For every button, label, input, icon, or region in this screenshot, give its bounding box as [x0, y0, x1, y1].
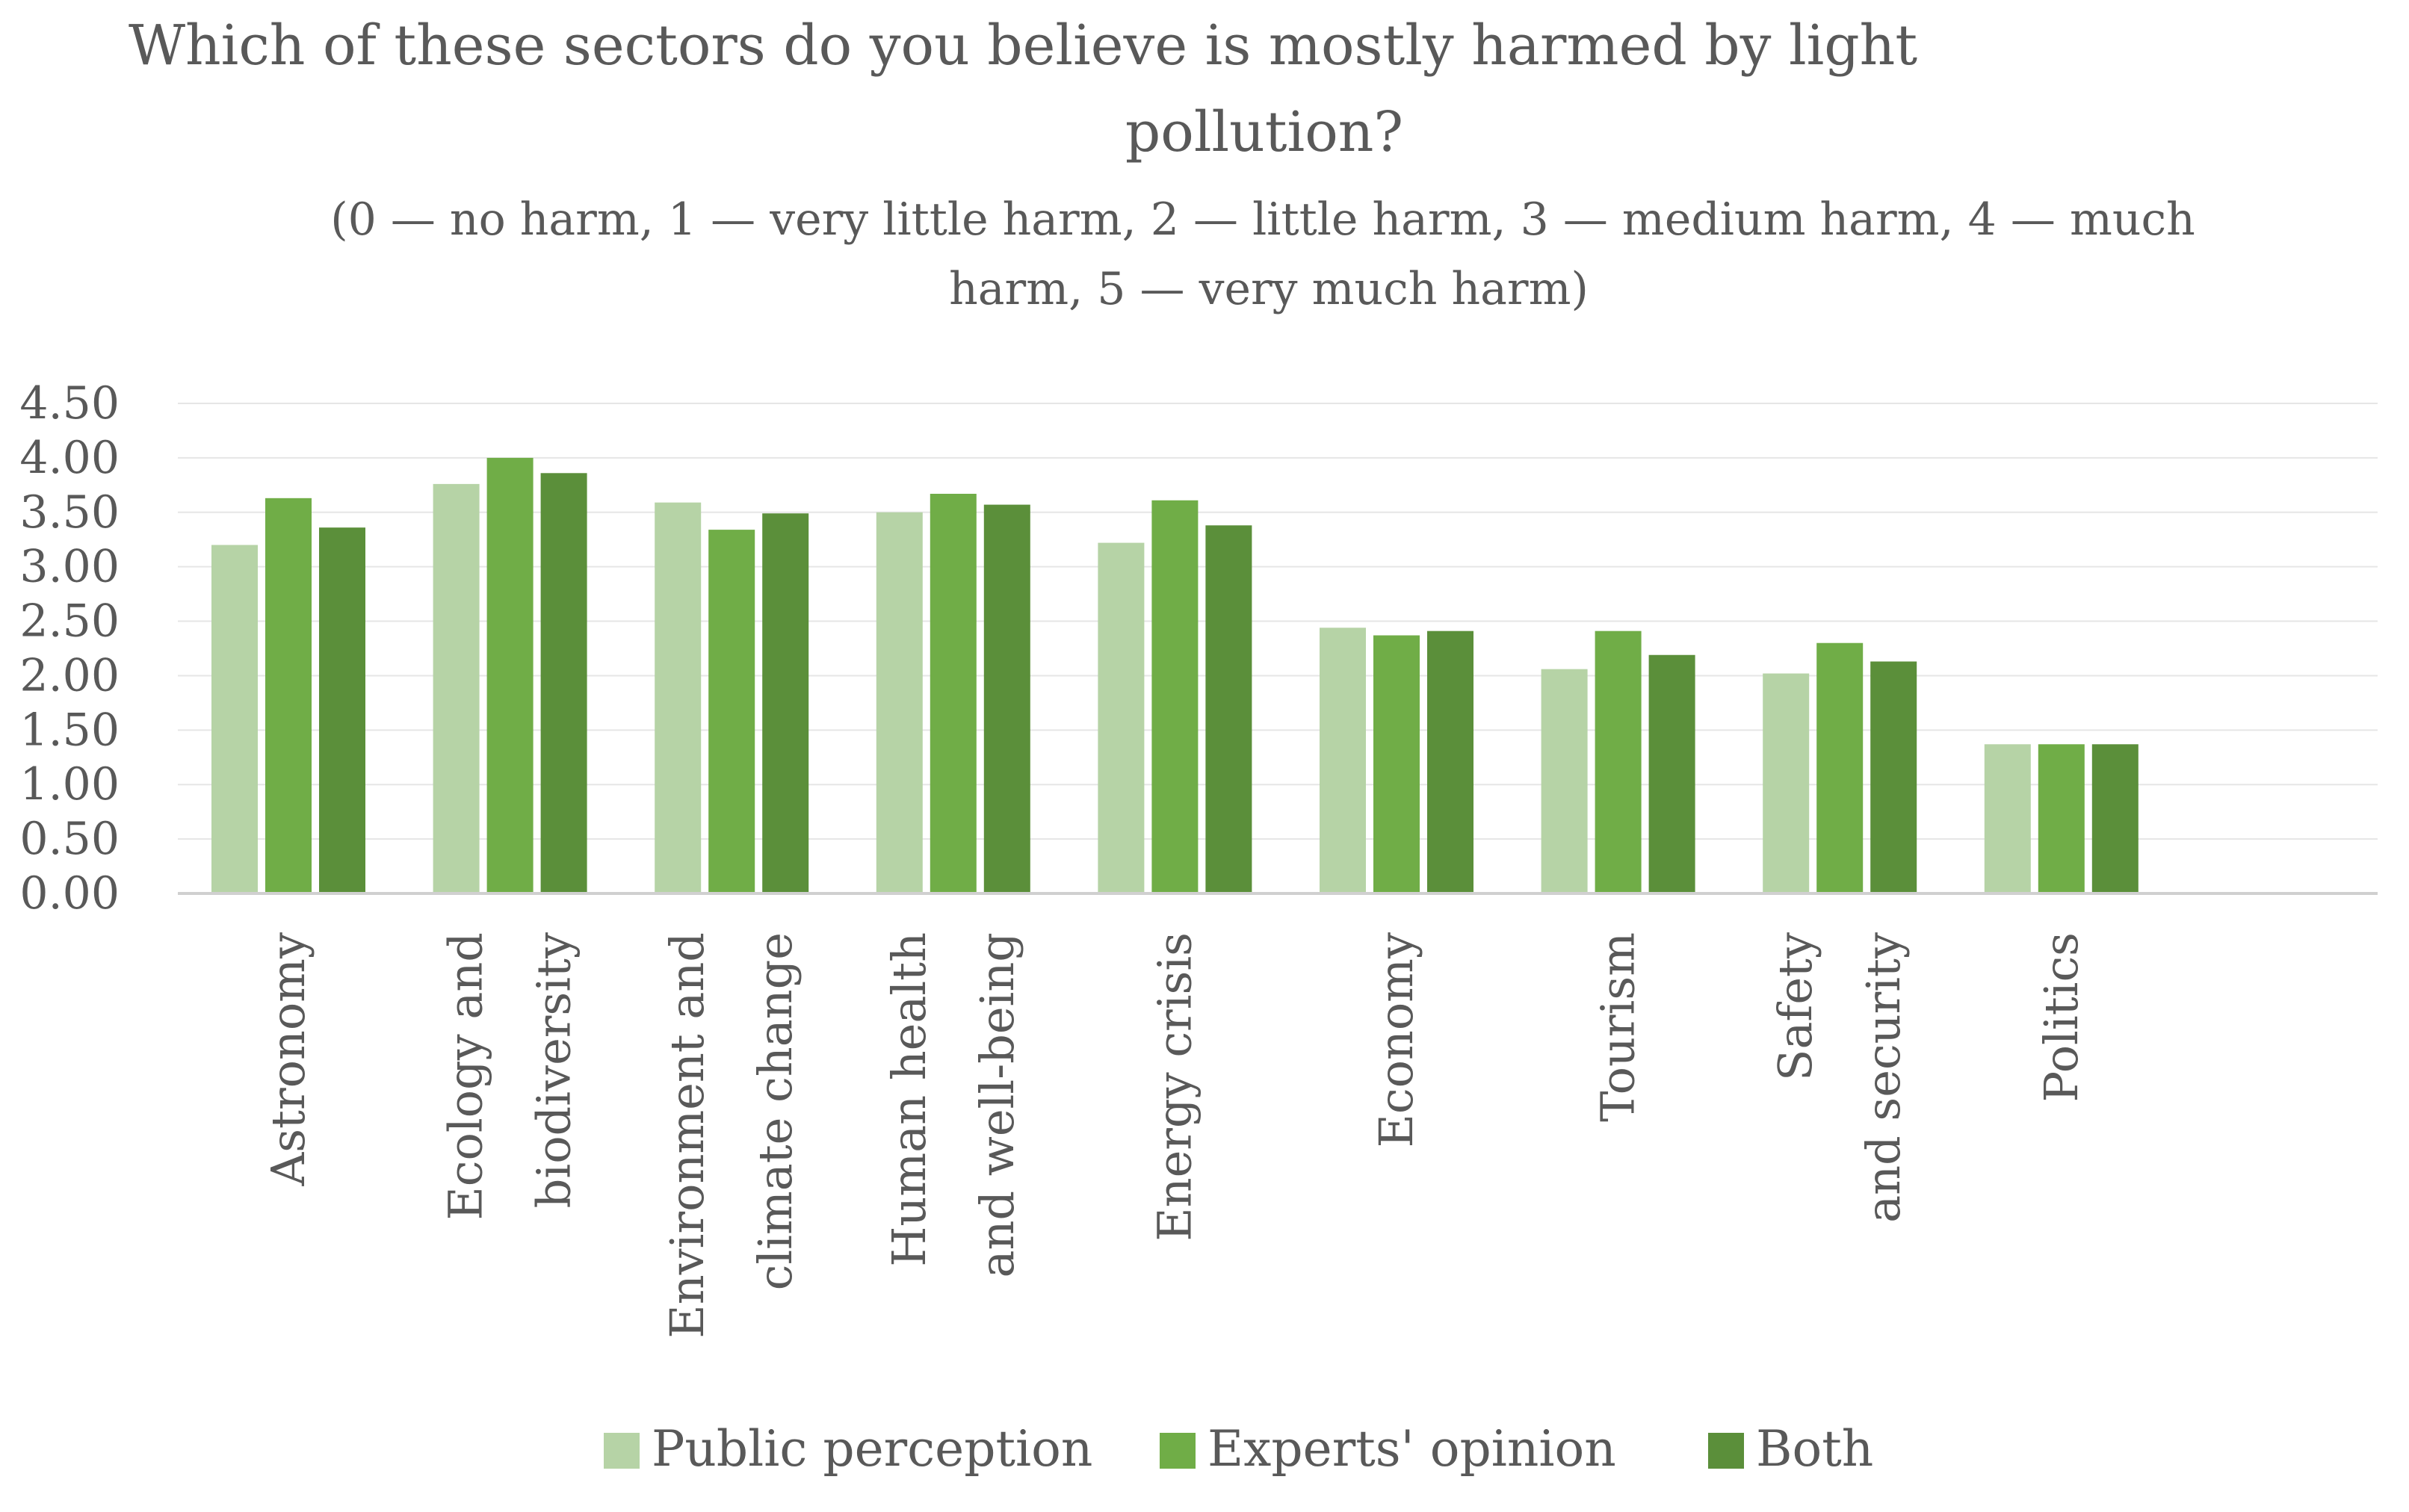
bar-public-perception-2 — [655, 502, 702, 893]
bar-both-8 — [2091, 744, 2139, 893]
bar-public-perception-6 — [1541, 669, 1588, 893]
legend-swatch — [604, 1433, 640, 1469]
legend-swatch — [1708, 1433, 1744, 1469]
bars — [211, 457, 2139, 893]
category-label: and security — [1856, 932, 1911, 1223]
bar-experts-opinion-4 — [1151, 500, 1199, 893]
bar-both-5 — [1427, 630, 1473, 893]
category-label: Astronomy — [261, 932, 315, 1187]
y-axis: 0.000.501.001.502.002.503.003.504.004.50 — [19, 377, 120, 920]
legend-swatch — [1160, 1433, 1196, 1469]
x-axis-categories: Astronomy Ecology and biodiversity Environm… — [261, 932, 2088, 1339]
bar-experts-opinion-3 — [930, 493, 977, 893]
y-tick-label: 2.50 — [19, 595, 120, 648]
category-label: and well-being — [970, 932, 1024, 1278]
bar-both-3 — [983, 504, 1030, 893]
bar-experts-opinion-1 — [486, 457, 534, 893]
chart-subtitle: (0 — no harm, 1 — very little harm, 2 — … — [330, 193, 2195, 315]
legend-label: Public perception — [652, 1420, 1092, 1478]
bar-public-perception-3 — [876, 512, 923, 893]
bar-public-perception-1 — [433, 483, 480, 893]
y-tick-label: 1.00 — [19, 758, 120, 811]
bar-experts-opinion-7 — [1816, 642, 1864, 893]
y-tick-label: 4.50 — [19, 377, 120, 430]
bar-public-perception-8 — [1984, 744, 2031, 893]
legend: Public perception Experts' opinion Both — [604, 1420, 1873, 1478]
bar-both-2 — [762, 513, 809, 893]
bar-public-perception-7 — [1763, 673, 1810, 893]
category-label: biodiversity — [527, 932, 581, 1208]
y-tick-label: 4.00 — [19, 432, 120, 484]
chart-title: Which of these sectors do you believe is… — [129, 13, 1917, 164]
legend-label: Both — [1756, 1420, 1873, 1478]
bar-both-1 — [540, 473, 587, 893]
y-tick-label: 2.00 — [19, 649, 120, 701]
bar-experts-opinion-5 — [1373, 635, 1420, 893]
category-label: climate change — [748, 932, 803, 1290]
legend-label: Experts' opinion — [1207, 1420, 1616, 1478]
chart-title-line-2: pollution? — [1125, 100, 1403, 164]
category-label: Safety — [1768, 932, 1822, 1081]
category-label: Ecology and — [439, 932, 493, 1220]
y-tick-label: 0.00 — [19, 867, 120, 920]
bar-experts-opinion-6 — [1595, 630, 1642, 893]
y-tick-label: 3.00 — [19, 541, 120, 593]
bar-experts-opinion-0 — [265, 498, 312, 893]
category-label: Environment and — [660, 932, 714, 1339]
bar-both-7 — [1870, 661, 1917, 893]
category-label: Energy crisis — [1147, 932, 1202, 1242]
chart-title-line-1: Which of these sectors do you believe is… — [129, 13, 1917, 78]
bar-public-perception-0 — [211, 545, 258, 893]
category-label: Human health — [882, 932, 936, 1267]
category-label: Economy — [1369, 932, 1423, 1147]
bar-experts-opinion-8 — [2038, 744, 2085, 893]
y-tick-label: 1.50 — [19, 704, 120, 756]
bar-public-perception-5 — [1320, 628, 1366, 893]
bar-both-4 — [1205, 525, 1252, 893]
chart-subtitle-line-1: (0 — no harm, 1 — very little harm, 2 — … — [330, 193, 2195, 246]
bar-both-6 — [1648, 654, 1695, 893]
category-label: Tourism — [1591, 932, 1645, 1122]
category-label: Politics — [2034, 932, 2088, 1102]
bar-experts-opinion-2 — [708, 530, 755, 893]
bar-both-0 — [319, 527, 365, 893]
bar-public-perception-4 — [1098, 542, 1145, 893]
chart-subtitle-line-2: harm, 5 — very much harm) — [949, 263, 1589, 315]
y-tick-label: 3.50 — [19, 486, 120, 539]
y-tick-label: 0.50 — [19, 813, 120, 865]
